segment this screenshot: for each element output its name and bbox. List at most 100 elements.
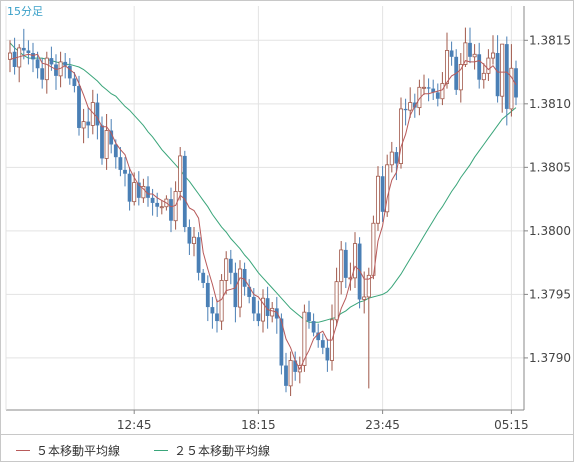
candle-body — [72, 78, 77, 87]
sma5-line — [9, 53, 517, 371]
candle-body — [40, 68, 45, 80]
candle-body — [113, 144, 118, 158]
candle-body — [481, 72, 486, 81]
candle — [440, 72, 445, 106]
candle — [26, 40, 31, 65]
candle — [339, 241, 344, 295]
candle — [113, 139, 118, 169]
candle-body — [357, 243, 362, 300]
candle — [95, 93, 100, 140]
candle-body — [247, 286, 252, 297]
candle — [146, 176, 150, 207]
candle — [247, 279, 252, 304]
candle-body — [352, 243, 357, 279]
candle — [449, 41, 454, 66]
candle — [237, 260, 242, 318]
candle — [136, 171, 141, 206]
candle-body — [146, 186, 150, 198]
candle-body — [191, 236, 196, 244]
candle-body — [440, 83, 445, 100]
candle — [118, 147, 123, 177]
y-tick-label: 1.3810 — [529, 97, 571, 111]
candle — [233, 262, 238, 323]
y-tick-label: 1.3800 — [529, 224, 571, 238]
candle-body — [210, 307, 215, 314]
candle-body — [118, 157, 123, 170]
candle — [375, 166, 380, 231]
candle-body — [284, 365, 288, 386]
candle-body — [500, 43, 505, 97]
candle — [477, 42, 482, 89]
candle — [389, 141, 394, 173]
candle — [490, 35, 495, 65]
x-tick-label: 23:45 — [365, 418, 400, 432]
candle — [191, 227, 196, 257]
legend-label-sma5: ５本移動平均線 — [36, 444, 121, 458]
candle — [196, 232, 201, 281]
candle-body — [237, 268, 242, 308]
legend: ５本移動平均線 ２５本移動平均線 — [0, 434, 574, 462]
candle-body — [421, 86, 426, 89]
candle-body — [486, 57, 491, 74]
candle-body — [150, 197, 155, 203]
interval-label: 15分足 — [7, 5, 43, 18]
candle-body — [256, 313, 261, 322]
candle-body — [31, 53, 35, 60]
candle-body — [320, 340, 325, 348]
legend-label-sma25: ２５本移動平均線 — [174, 444, 271, 458]
candle-body — [123, 169, 127, 174]
candle — [178, 147, 183, 201]
candle-body — [54, 64, 58, 76]
candle-body — [385, 164, 390, 213]
candle-body — [412, 102, 417, 108]
candle-body — [219, 280, 224, 322]
candle-body — [362, 296, 367, 300]
candle-body — [431, 88, 436, 93]
candle-body — [251, 296, 256, 314]
sma25-layer — [9, 42, 517, 323]
axes: 1.3815 1.3810 1.3805 1.3800 1.3795 1.3790 12:4… — [5, 6, 571, 432]
candle — [279, 313, 284, 375]
candle — [444, 32, 449, 89]
candle — [320, 333, 325, 355]
candle — [431, 79, 436, 101]
candle-body — [21, 47, 26, 51]
sma25-swatch — [154, 450, 168, 451]
candle — [127, 167, 132, 211]
candle-body — [325, 347, 330, 361]
candle — [500, 43, 505, 113]
candle-body — [7, 52, 12, 60]
x-tick-label: 05:15 — [494, 418, 529, 432]
candle-body — [408, 102, 413, 111]
candle — [205, 275, 210, 322]
candle — [215, 299, 219, 333]
candle-body — [132, 182, 137, 203]
candle-body — [12, 51, 17, 67]
candle-body — [449, 50, 454, 57]
candle-body — [159, 206, 164, 209]
candle-body — [196, 237, 201, 273]
candle — [44, 51, 49, 94]
candle — [81, 108, 86, 144]
candle — [293, 351, 298, 381]
candle — [274, 296, 279, 334]
candle — [67, 58, 72, 85]
candle — [256, 300, 261, 327]
candle — [260, 289, 265, 333]
candle — [334, 267, 339, 327]
candle — [352, 232, 357, 289]
candle-body — [100, 125, 104, 159]
candle-body — [504, 44, 509, 109]
candle-body — [49, 58, 54, 65]
candle-body — [109, 130, 114, 145]
candle — [284, 352, 288, 393]
candle — [228, 249, 233, 285]
candle — [187, 219, 192, 256]
candle-body — [178, 155, 183, 192]
candle — [403, 98, 408, 126]
candle — [169, 187, 173, 233]
candle-body — [265, 298, 270, 316]
candle — [426, 78, 431, 102]
